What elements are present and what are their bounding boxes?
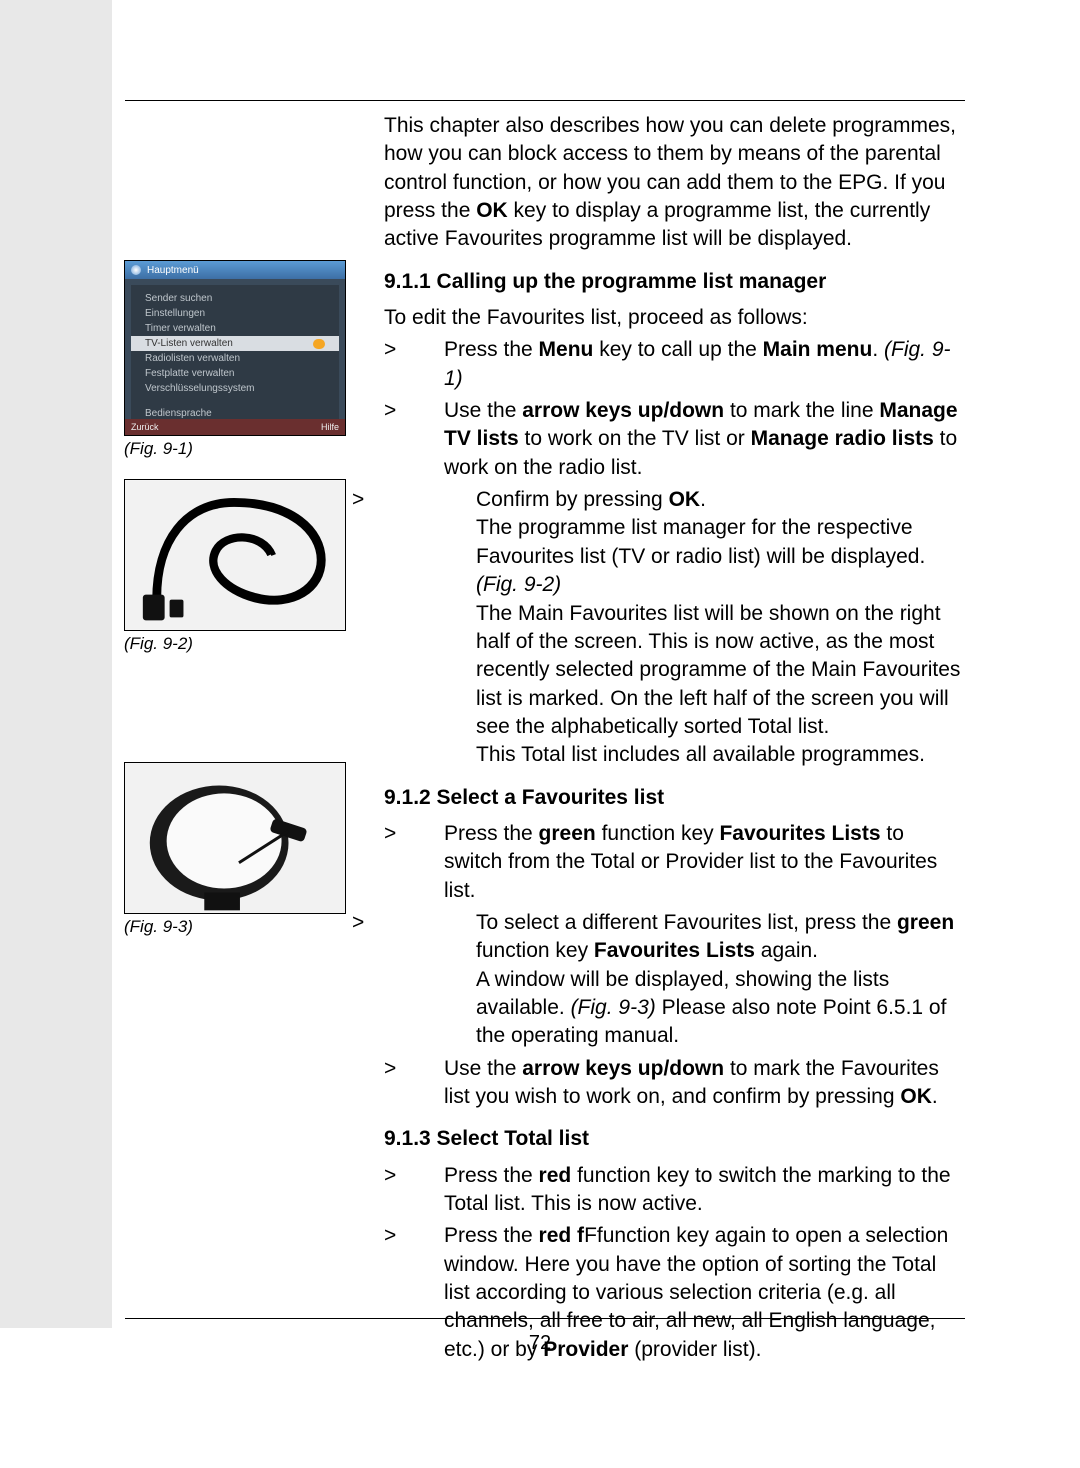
text: Use the <box>444 399 522 422</box>
step-marker: > <box>352 909 444 1051</box>
figure-caption: (Fig. 9-3) <box>124 914 346 937</box>
text: (provider list). <box>628 1338 761 1361</box>
selection-pill-icon <box>313 339 325 349</box>
lead-911: To edit the Favourites list, proceed as … <box>384 304 964 332</box>
step-marker: > <box>384 820 444 905</box>
step: > Use the arrow keys up/down to mark the… <box>384 397 964 482</box>
figure-9-2: (Fig. 9-2) <box>124 479 346 654</box>
step: > Press the red function key to switch t… <box>384 1162 964 1219</box>
step-body: Press the green function key Favourites … <box>444 820 964 905</box>
bold-text: OK <box>669 488 701 511</box>
step-body: Press the Menu key to call up the Main m… <box>444 336 964 393</box>
content-column: This chapter also describes how you can … <box>384 112 964 1368</box>
step-marker: > <box>384 397 444 482</box>
menu-item: Festplatte verwalten <box>131 366 339 381</box>
figures-column: Hauptmenü Sender suchen Einstellungen Ti… <box>124 260 346 957</box>
text: to work on the TV list or <box>519 427 751 450</box>
step: > Confirm by pressing OK. The programme … <box>384 486 964 769</box>
bold-text: Main menu <box>763 338 873 361</box>
figure-caption: (Fig. 9-2) <box>124 631 346 654</box>
fig-ref: (Fig. 9-2) <box>476 573 561 596</box>
bold-text: Manage radio lists <box>751 427 934 450</box>
bold-text: green <box>897 911 954 934</box>
step: > Press the red fFfunction key again to … <box>384 1222 964 1364</box>
bold-text: arrow keys up/down <box>522 1057 724 1080</box>
menu-item: Radiolisten verwalten <box>131 351 339 366</box>
text: function key <box>476 939 594 962</box>
text: again. <box>755 939 818 962</box>
text: function key <box>596 822 720 845</box>
manual-page: 72 Hauptmenü Sender suchen Einstellungen… <box>0 0 1080 1468</box>
step-body: Press the red function key to switch the… <box>444 1162 964 1219</box>
bold-text: Favourites Lists <box>719 822 880 845</box>
step-marker: > <box>384 336 444 393</box>
text: To select a different Favourites list, p… <box>476 911 897 934</box>
step-marker: > <box>384 1222 444 1364</box>
step: > Use the arrow keys up/down to mark the… <box>384 1055 964 1112</box>
menu-item: Verschlüsselungssystem <box>131 381 339 396</box>
text: Confirm by pressing <box>476 488 669 511</box>
text: Press the <box>444 822 539 845</box>
footer-left: Zurück <box>131 422 159 432</box>
text: Use the <box>444 1057 522 1080</box>
step-body: Use the arrow keys up/down to mark the l… <box>444 397 964 482</box>
cable-image <box>125 480 345 630</box>
menu-item-label: TV-Listen verwalten <box>145 338 233 349</box>
bold-text: OK <box>476 199 508 222</box>
heading-911: 9.1.1 Calling up the programme list mana… <box>384 268 964 296</box>
step-marker: > <box>384 1162 444 1219</box>
step-body: To select a different Favourites list, p… <box>476 909 964 1051</box>
bold-text: red f <box>539 1224 585 1247</box>
left-grey-band <box>0 0 112 1328</box>
dish-image <box>125 763 345 913</box>
step-marker: > <box>352 486 444 769</box>
top-rule <box>125 100 965 101</box>
step: > To select a different Favourites list,… <box>384 909 964 1051</box>
text: . <box>700 488 706 511</box>
step-body: Press the red fFfunction key again to op… <box>444 1222 964 1364</box>
figure-caption: (Fig. 9-1) <box>124 436 346 459</box>
fig-ref: (Fig. 9-3) <box>571 996 656 1019</box>
menu-item: Einstellungen <box>131 306 339 321</box>
heading-913: 9.1.3 Select Total list <box>384 1125 964 1153</box>
intro-paragraph: This chapter also describes how you can … <box>384 112 964 254</box>
bold-text: Favourites Lists <box>594 939 755 962</box>
figure-9-1: Hauptmenü Sender suchen Einstellungen Ti… <box>124 260 346 459</box>
heading-912: 9.1.2 Select a Favourites list <box>384 784 964 812</box>
bold-text: arrow keys up/down <box>522 399 724 422</box>
text: The Main Favourites list will be shown o… <box>476 602 960 738</box>
text: to mark the line <box>724 399 879 422</box>
text: The programme list manager for the respe… <box>476 516 925 567</box>
menu-item: Timer verwalten <box>131 321 339 336</box>
step-body: Use the arrow keys up/down to mark the F… <box>444 1055 964 1112</box>
text: This Total list includes all available p… <box>476 743 925 766</box>
menu-item-selected: TV-Listen verwalten <box>131 336 339 351</box>
text: Press the <box>444 1164 539 1187</box>
bold-text: Menu <box>539 338 594 361</box>
step-marker: > <box>384 1055 444 1112</box>
text: key to call up the <box>593 338 762 361</box>
step: > Press the Menu key to call up the Main… <box>384 336 964 393</box>
text: . <box>932 1085 938 1108</box>
menu-item: Sender suchen <box>131 291 339 306</box>
menu-screenshot: Hauptmenü Sender suchen Einstellungen Ti… <box>125 261 345 435</box>
text: Press the <box>444 1224 539 1247</box>
figure-9-3: (Fig. 9-3) <box>124 762 346 937</box>
text: . <box>872 338 884 361</box>
bold-text: red <box>539 1164 572 1187</box>
text: Press the <box>444 338 539 361</box>
footer-right: Hilfe <box>321 422 339 432</box>
bold-text: green <box>539 822 596 845</box>
menu-title: Hauptmenü <box>147 265 199 276</box>
bold-text: Provider <box>543 1338 628 1361</box>
bold-text: OK <box>900 1085 932 1108</box>
step-body: Confirm by pressing OK. The programme li… <box>476 486 964 769</box>
step: > Press the green function key Favourite… <box>384 820 964 905</box>
